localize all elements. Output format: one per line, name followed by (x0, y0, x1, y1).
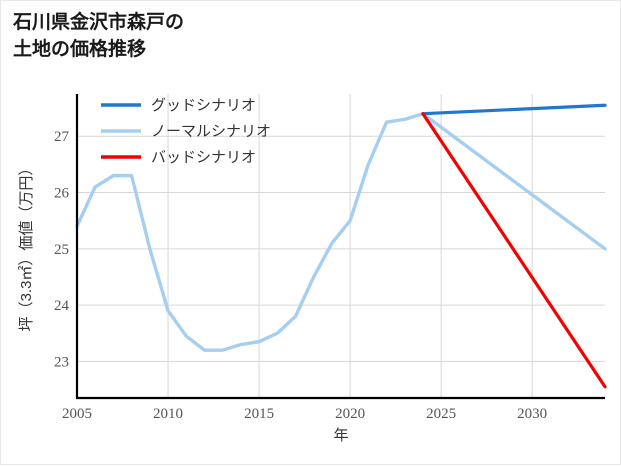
legend-label-normal: ノーマルシナリオ (151, 124, 271, 140)
y-tick-label: 24 (54, 298, 70, 314)
y-tick-label: 26 (54, 186, 70, 202)
series-line-bad (421, 112, 607, 389)
series-line-normal (75, 111, 607, 352)
legend-label-good: グッドシナリオ (151, 97, 256, 114)
legend-label-bad: バッドシナリオ (151, 150, 256, 166)
x-tick-label: 2030 (517, 406, 547, 422)
series-line-good (421, 103, 607, 116)
y-axis-title: 坪（3.3㎡）価値（万円） (18, 161, 35, 332)
x-tick-label: 2015 (244, 406, 274, 422)
x-axis-title: 年 (333, 427, 348, 444)
x-tick-label: 2020 (335, 406, 365, 422)
y-tick-label: 27 (54, 129, 70, 145)
page-title: 石川県金沢市森戸の 土地の価格推移 (13, 12, 185, 60)
x-tick-label: 2005 (62, 406, 92, 422)
x-tick-label: 2010 (153, 406, 183, 422)
x-tick-label: 2025 (426, 406, 456, 422)
y-tick-label: 23 (54, 354, 69, 370)
y-tick-label: 25 (54, 242, 69, 258)
